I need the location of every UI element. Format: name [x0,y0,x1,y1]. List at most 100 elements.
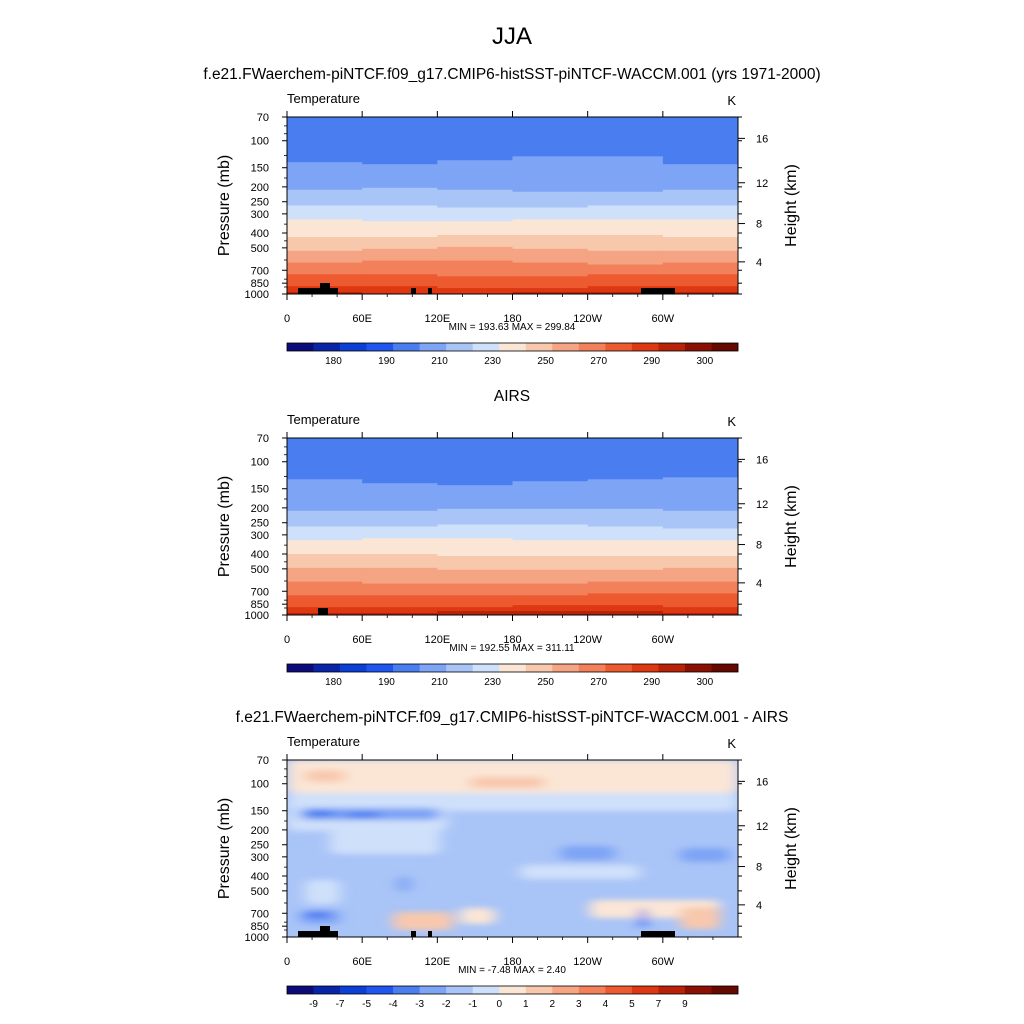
temperature-band [287,498,363,502]
temperature-band [587,457,664,461]
temperature-band [587,534,664,537]
difference-region [640,908,646,928]
temperature-band [437,144,513,148]
temperature-band [362,589,438,592]
temperature-band [437,573,513,577]
temperature-band [437,561,513,565]
temperature-band [587,124,664,128]
colorbar-swatch [658,986,686,994]
temperature-band [512,144,589,148]
temperature-band [587,199,664,203]
colorbar-swatch [393,664,420,672]
temperature-band [287,473,363,476]
y-tick-label: 400 [251,871,269,883]
temperature-band [662,282,738,285]
temperature-band [512,168,589,171]
x-tick-label: 120W [573,313,602,325]
temperature-band [362,485,438,488]
temperature-band [437,540,513,543]
temperature-band [587,132,664,136]
topography-mask [428,931,432,937]
temperature-band [437,498,513,502]
temperature-band [437,276,513,279]
panel3-title: f.e21.FWaerchem-piNTCF.f09_g17.CMIP6-his… [236,709,789,726]
temperature-band [287,176,363,179]
temperature-band [437,504,513,508]
colorbar-swatch [313,986,341,994]
temperature-band [587,181,664,185]
temperature-band [362,493,438,496]
temperature-band [287,160,363,163]
temperature-band [512,185,589,189]
temperature-band [437,290,513,293]
temperature-band [287,209,363,212]
temperature-band [287,447,363,451]
temperature-band [512,540,589,543]
colorbar-swatch [525,664,553,672]
temperature-band [362,471,438,474]
temperature-band [287,254,363,258]
colorbar-label: -2 [442,999,451,1010]
temperature-band [362,563,438,567]
temperature-band [512,510,589,514]
temperature-band [587,611,664,614]
temperature-band [362,542,438,545]
temperature-band [587,577,664,581]
temperature-band [362,199,438,203]
temperature-band [512,262,589,266]
temperature-band [437,252,513,256]
temperature-band [662,213,738,216]
temperature-band [662,611,738,614]
temperature-band [437,221,513,224]
temperature-band [587,585,664,589]
colorbar-label: 7 [656,999,662,1010]
temperature-band [662,201,738,205]
temperature-band [362,118,438,122]
colorbar-swatch [287,664,314,672]
temperature-band [362,282,438,285]
temperature-band [362,144,438,148]
temperature-band [662,522,738,526]
temperature-band [512,461,589,465]
temperature-band [512,205,589,209]
temperature-band [512,520,589,524]
temperature-band [437,497,513,500]
temperature-band [287,575,363,579]
temperature-band [287,591,363,594]
temperature-band [287,538,363,541]
temperature-band [662,276,738,279]
temperature-band [362,140,438,144]
y-tick-label: 1000 [245,610,269,622]
colorbar-label: 250 [537,356,554,367]
temperature-band [512,601,589,604]
temperature-band [587,227,664,230]
temperature-band [437,502,513,506]
temperature-band [287,467,363,471]
colorbar-frame [286,342,739,352]
colorbar-swatch [711,343,739,351]
temperature-band [662,179,738,183]
temperature-band [287,195,363,199]
y-tick-label: 100 [251,457,269,469]
temperature-band [362,552,438,555]
temperature-band [587,481,664,484]
temperature-band [437,500,513,504]
temperature-band [512,611,589,614]
temperature-band [362,156,438,159]
temperature-band [437,240,513,244]
temperature-band [437,516,513,520]
temperature-band [512,565,589,569]
temperature-band [362,120,438,124]
temperature-band [437,465,513,469]
temperature-band [287,471,363,474]
temperature-band [362,559,438,563]
temperature-band [662,457,738,461]
temperature-band [287,130,363,134]
temperature-band [362,459,438,463]
temperature-band [437,187,513,191]
temperature-band [512,485,589,488]
temperature-band [587,512,664,516]
temperature-band [287,579,363,583]
temperature-band [437,550,513,553]
temperature-band [512,146,589,150]
